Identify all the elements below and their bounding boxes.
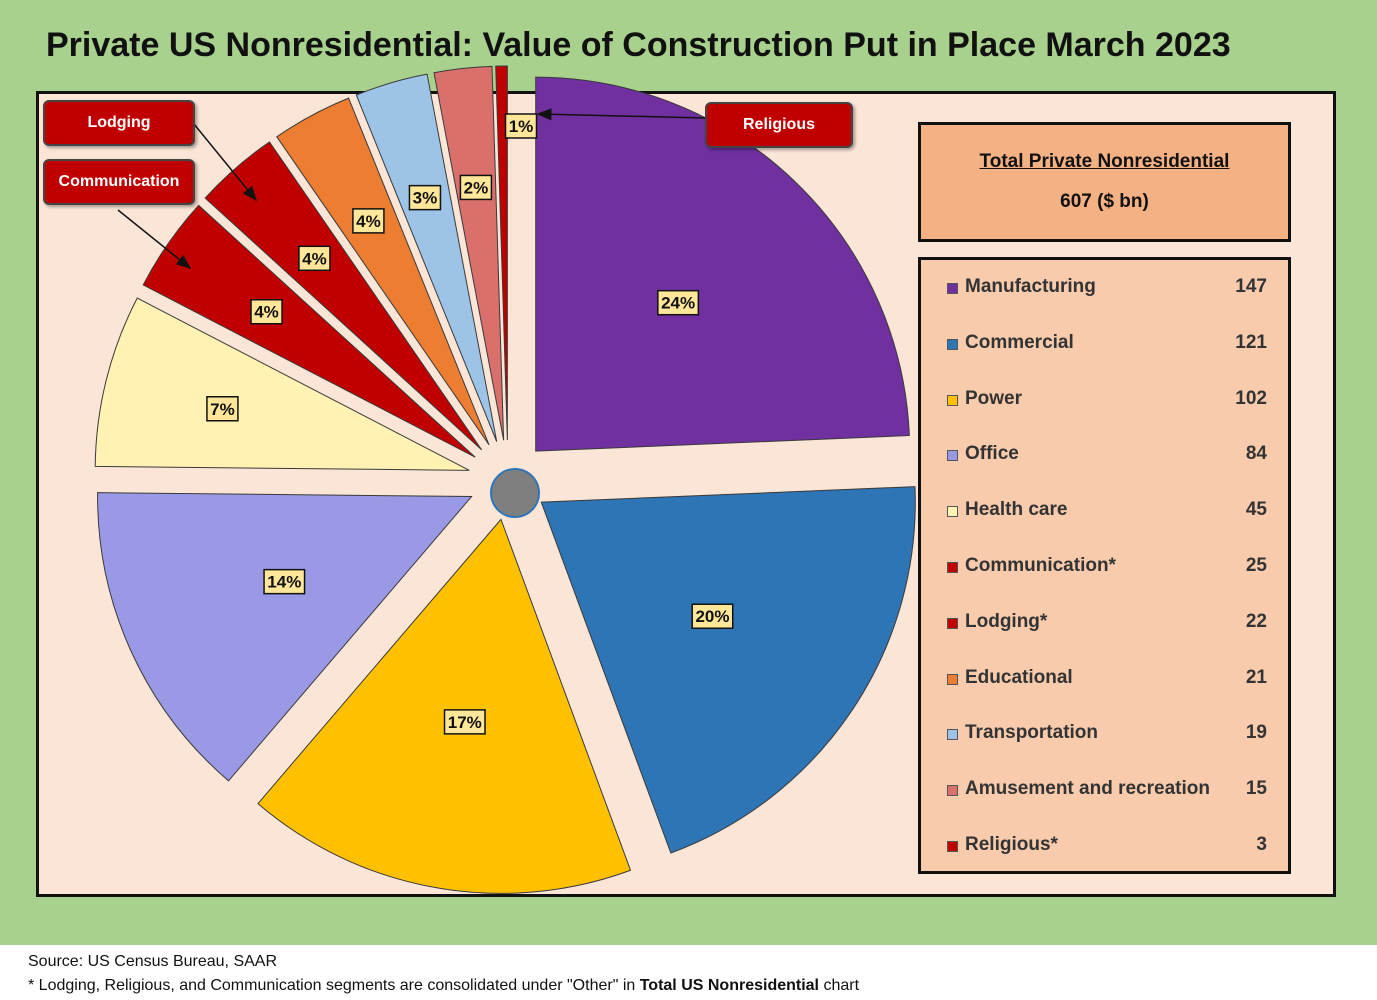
legend-label: Communication* [965, 555, 1116, 576]
data-label-box-manufacturing [657, 289, 700, 316]
legend-label: Office [965, 443, 1019, 465]
footer: Source: US Census Bureau, SAAR * Lodging… [28, 950, 859, 998]
legend-label: Educational [965, 666, 1073, 688]
data-label-box-office [263, 568, 306, 595]
data-label-power: 17% [448, 713, 482, 732]
legend: Manufacturing 147 Commercial 121 Power 102 Off… [918, 257, 1291, 874]
total-title: Total Private Nonresidential [979, 151, 1230, 172]
legend-swatch [947, 338, 958, 350]
legend-swatch [947, 450, 958, 462]
legend-value: 147 [1235, 276, 1267, 297]
legend-label: Amusement and recreation [965, 778, 1210, 800]
legend-value: 45 [1245, 499, 1267, 521]
chart-title: Private US Nonresidential: Value of Cons… [46, 26, 1231, 64]
pie-slice-office [97, 492, 473, 782]
legend-item-office: Office 84 [947, 443, 1267, 469]
pie-slice-educational [276, 97, 490, 446]
legend-swatch [947, 283, 958, 294]
communication-callout: Communication [43, 159, 195, 205]
legend-label: Lodging* [965, 610, 1048, 632]
data-label-office: 14% [267, 573, 301, 592]
total-box: Total Private Nonresidential 607 ($ bn) [918, 122, 1291, 242]
pie-slice-power [257, 518, 632, 894]
legend-value: 84 [1245, 443, 1267, 465]
data-label-box-educational [352, 208, 385, 234]
data-label-box-amusement-and-recreation [459, 174, 493, 201]
data-label-commercial: 20% [695, 607, 729, 626]
pie-slice-manufacturing [535, 76, 910, 452]
legend-value: 25 [1245, 555, 1267, 576]
legend-swatch [947, 562, 958, 573]
legend-swatch [947, 673, 958, 685]
legend-value: 15 [1245, 778, 1267, 800]
legend-swatch [947, 617, 958, 629]
pie-slice-amusement-and-recreation [433, 65, 505, 441]
data-label-box-power [443, 709, 486, 735]
pie-slice-health-care [94, 297, 470, 471]
data-label-health-care: 7% [210, 400, 235, 419]
legend-label: Commercial [965, 331, 1074, 353]
note-suffix: chart [819, 977, 860, 994]
legend-swatch [947, 785, 958, 797]
legend-label: Manufacturing [965, 276, 1096, 297]
legend-swatch [947, 394, 958, 406]
legend-value: 21 [1245, 666, 1267, 688]
data-label-religious: 1% [509, 117, 534, 136]
data-label-transportation: 3% [413, 189, 438, 208]
legend-item-manufacturing: Manufacturing 147 [947, 276, 1267, 302]
data-label-box-religious [504, 113, 538, 139]
religious-callout: Religious [705, 102, 853, 148]
legend-item-religious: Religious* 3 [947, 834, 1267, 860]
pie-chart: 24% 20% 17% 14% 7% 4% 4% 4% 3% 2% 1% [94, 65, 916, 894]
legend-item-communication: Communication* 25 [947, 555, 1267, 581]
legend-label: Transportation [965, 722, 1099, 744]
legend-value: 19 [1245, 722, 1267, 744]
legend-swatch [947, 506, 958, 518]
legend-item-lodging: Lodging* 22 [947, 611, 1267, 637]
data-label-lodging: 4% [302, 249, 327, 268]
data-label-manufacturing: 24% [661, 294, 695, 313]
source-note: Source: US Census Bureau, SAAR [28, 953, 278, 970]
legend-item-health-care: Health care 45 [947, 499, 1267, 525]
legend-item-amusement-and-recreation: Amusement and recreation 15 [947, 778, 1267, 804]
legend-label: Health care [965, 499, 1068, 521]
note-prefix: * Lodging, Religious, and Communication … [28, 977, 640, 994]
pie-slice-lodging [204, 141, 483, 451]
legend-value: 3 [1256, 834, 1267, 855]
data-label-box-lodging [298, 245, 331, 272]
pie-data-labels: 24% 20% 17% 14% 7% 4% 4% 4% 3% 2% 1% [206, 113, 734, 735]
legend-swatch [947, 841, 958, 852]
legend-label: Power [965, 387, 1023, 409]
data-label-box-communication [250, 298, 283, 325]
consolidation-note: * Lodging, Religious, and Communication … [28, 974, 859, 998]
data-label-amusement-and-recreation: 2% [464, 178, 489, 197]
pie-slices [94, 65, 916, 894]
legend-item-educational: Educational 21 [947, 667, 1267, 693]
data-label-communication: 4% [254, 303, 279, 322]
legend-item-transportation: Transportation 19 [947, 722, 1267, 748]
pie-slice-communication [142, 204, 476, 458]
legend-value: 22 [1245, 610, 1267, 632]
total-value: 607 ($ bn) [1060, 191, 1149, 212]
religious-arrow [536, 108, 707, 121]
data-label-educational: 4% [356, 212, 381, 231]
pie-slice-commercial [540, 486, 916, 854]
pie-slice-transportation [355, 73, 498, 442]
legend-item-power: Power 102 [947, 388, 1267, 414]
data-label-box-commercial [691, 603, 734, 629]
data-label-box-transportation [408, 184, 442, 211]
lodging-arrow [193, 123, 257, 202]
pie-slice-religious [495, 65, 508, 441]
legend-value: 102 [1235, 387, 1267, 409]
data-label-box-health-care [206, 396, 239, 422]
lodging-callout: Lodging [43, 100, 195, 146]
legend-label: Religious* [965, 834, 1058, 855]
legend-swatch [947, 729, 958, 741]
communication-arrow [117, 209, 192, 269]
note-bold: Total US Nonresidential [639, 977, 819, 994]
pie-center-hole [490, 468, 540, 518]
legend-item-commercial: Commercial 121 [947, 332, 1267, 358]
legend-value: 121 [1235, 331, 1267, 353]
